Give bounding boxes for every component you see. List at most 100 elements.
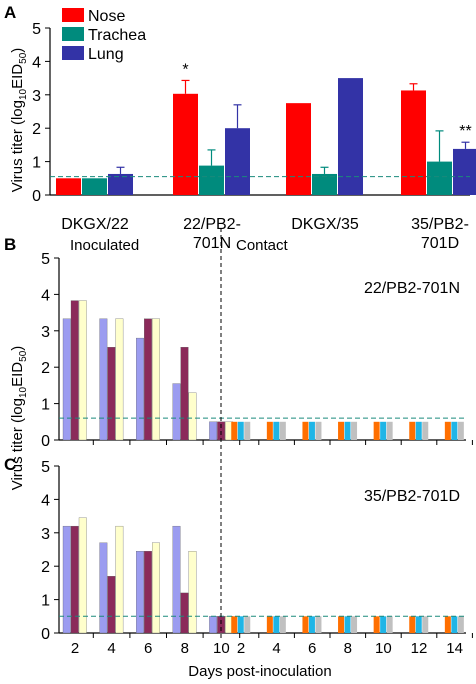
contact-bar xyxy=(457,616,464,633)
x-tick-label: 8 xyxy=(181,640,189,657)
panel-a: 0 1 2 3 4 5 DKGX/22 22/PB2- 701N DKGX/35 35/PB2- 70… xyxy=(32,8,476,252)
contact-bar xyxy=(237,616,244,633)
panel-b-label: B xyxy=(4,235,16,254)
inoculated-bar xyxy=(107,576,116,634)
panel-a-label: A xyxy=(4,3,16,22)
contact-bar xyxy=(386,616,393,633)
panel-a-y-tick-label: 5 xyxy=(32,21,41,38)
panel-a-bar xyxy=(199,165,224,195)
contact-bar xyxy=(380,421,387,440)
y-tick-label: 2 xyxy=(41,559,50,576)
x-tick-label: 4 xyxy=(272,640,280,657)
panel-a-bar xyxy=(173,93,198,195)
x-tick-label: 8 xyxy=(344,640,352,657)
contact-bar xyxy=(244,616,251,633)
contact-bar xyxy=(351,421,358,440)
contact-bar xyxy=(380,616,387,633)
legend-label: Trachea xyxy=(88,27,146,44)
inoculated-bar xyxy=(152,542,160,634)
panel-a-bar xyxy=(286,103,311,195)
x-tick-label: 4 xyxy=(107,640,115,657)
inoculated-bar xyxy=(99,542,108,634)
inoculated-bar xyxy=(70,300,79,441)
contact-bar xyxy=(315,421,322,440)
inoculated-bar xyxy=(115,525,124,634)
y-tick-label: 3 xyxy=(41,526,50,543)
inoculated-bar xyxy=(180,347,189,441)
contact-bar xyxy=(415,421,422,440)
inoculated-bar xyxy=(180,592,189,634)
contact-bar xyxy=(422,421,429,440)
legend-swatch xyxy=(62,27,84,41)
contact-bar xyxy=(273,421,280,440)
y-tick-label: 1 xyxy=(41,593,50,610)
legend-swatch xyxy=(62,8,84,22)
inoculated-bar xyxy=(115,318,124,441)
panel-a-significance: * xyxy=(182,61,188,78)
inoculated-bar xyxy=(188,551,197,634)
x-tick-label: 2 xyxy=(237,640,245,657)
contact-bar xyxy=(315,616,322,633)
panel-a-bar xyxy=(453,148,476,195)
contact-bar xyxy=(351,616,358,633)
panel-a-bar xyxy=(427,161,452,195)
panel-virus-label: 22/PB2-701N xyxy=(364,280,460,297)
inoculated-bar xyxy=(62,318,71,441)
x-tick-label: 6 xyxy=(144,640,152,657)
x-tick-label: 14 xyxy=(446,640,463,657)
panel-a-y-tick-label: 2 xyxy=(32,121,41,138)
x-tick-label: 10 xyxy=(375,640,392,657)
contact-bar xyxy=(451,421,458,440)
panel-a-y-tick-label: 0 xyxy=(32,188,41,205)
contact-bar xyxy=(338,421,345,440)
y-tick-label: 3 xyxy=(41,324,50,341)
panel-a-bar xyxy=(338,78,363,195)
contact-bar xyxy=(231,421,238,440)
contact-bar xyxy=(451,616,458,633)
panel-bc-ylabel: Virus titer (log10EID50) xyxy=(9,346,29,491)
y-tick-label: 5 xyxy=(41,459,50,476)
panel-a-y-tick-label: 4 xyxy=(32,54,41,71)
x-tick-label: 10 xyxy=(213,640,230,657)
y-tick-label: 0 xyxy=(41,433,50,450)
legend-swatch xyxy=(62,46,84,60)
inoculated-bar xyxy=(152,318,160,441)
contact-bar xyxy=(237,421,244,440)
inoculated-bar xyxy=(62,525,71,634)
y-tick-label: 4 xyxy=(41,287,50,304)
contact-bar xyxy=(279,616,286,633)
panel-a-category-label: 701D xyxy=(421,235,459,252)
contact-bar xyxy=(308,421,315,440)
panel-virus-label: 35/PB2-701D xyxy=(364,488,460,505)
x-axis-title: Days post-inoculation xyxy=(188,663,331,680)
panel-a-y-tick-label: 1 xyxy=(32,155,41,172)
legend-label: Lung xyxy=(88,46,124,63)
panel-a-category-label: 22/PB2- xyxy=(183,216,241,233)
contact-bar xyxy=(244,421,251,440)
contact-bar xyxy=(373,421,380,440)
panel-c-label: C xyxy=(4,455,16,474)
panel-a-y-tick-label: 3 xyxy=(32,88,41,105)
inoculated-bar xyxy=(209,421,218,441)
inoculated-bar xyxy=(188,392,197,441)
inoculated-bar xyxy=(136,551,144,634)
contact-bar xyxy=(386,421,393,440)
panel-a-category-label: 701N xyxy=(193,235,231,252)
inoculated-bar xyxy=(99,318,108,441)
contact-bar xyxy=(231,616,238,633)
y-tick-label: 5 xyxy=(41,251,50,268)
contact-bar xyxy=(302,616,309,633)
contact-bar xyxy=(409,616,416,633)
x-tick-label: 6 xyxy=(308,640,316,657)
contact-bar xyxy=(266,616,273,633)
inoculated-bar xyxy=(209,616,218,634)
y-tick-label: 2 xyxy=(41,360,50,377)
contact-bar xyxy=(266,421,273,440)
contact-bar xyxy=(457,421,464,440)
panel-b: 0 1 2 3 4 5 22/PB2-701N xyxy=(41,251,473,450)
contact-bar xyxy=(444,616,451,633)
contact-bar xyxy=(302,421,309,440)
panel-a-bar xyxy=(225,128,250,195)
panel-a-bar xyxy=(401,90,426,195)
